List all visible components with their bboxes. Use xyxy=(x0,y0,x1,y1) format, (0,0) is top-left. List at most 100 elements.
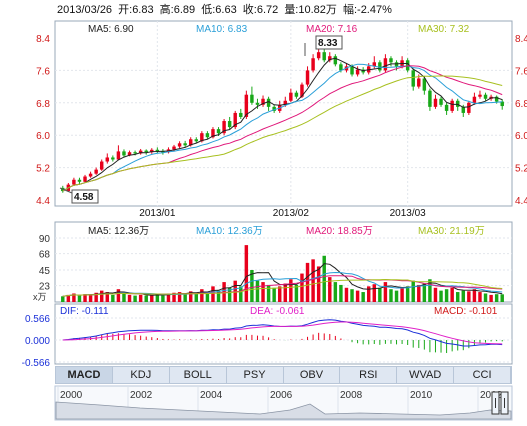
candle-down xyxy=(378,62,382,71)
volume-bar xyxy=(72,293,76,302)
candle-up xyxy=(172,146,176,150)
candle-down xyxy=(461,106,466,113)
candle-down xyxy=(239,112,243,117)
volume-bar xyxy=(400,287,404,302)
candle-down xyxy=(122,151,126,156)
max-callout-text: 8.33 xyxy=(318,38,338,49)
candle-up xyxy=(244,94,249,117)
candle-up xyxy=(283,100,288,105)
candle-down xyxy=(227,121,232,128)
macd-tick: 0.000 xyxy=(25,336,50,347)
candle-down xyxy=(255,102,260,105)
volume-bar xyxy=(444,289,449,302)
overview-year-label: 2006 xyxy=(270,390,293,401)
tab-rsi[interactable]: RSI xyxy=(340,367,398,383)
volume-bar xyxy=(461,290,466,302)
volume-bar xyxy=(244,245,249,302)
legend-ma30: MA30: 7.32 xyxy=(418,24,470,35)
candle-down xyxy=(250,94,254,103)
overview-year-label: 2012 xyxy=(480,390,503,401)
price-axis-left: 8.4 7.6 6.8 6.0 5.2 4.4 xyxy=(36,34,50,207)
candle-up xyxy=(289,92,293,101)
tab-kdj[interactable]: KDJ xyxy=(113,367,170,383)
tab-psy[interactable]: PSY xyxy=(227,367,284,383)
volume-bar xyxy=(355,290,360,302)
dea-line xyxy=(62,321,503,345)
candle-down xyxy=(322,52,326,61)
volume-bar xyxy=(200,289,204,302)
volume-bar xyxy=(383,282,388,302)
candle-up xyxy=(99,161,104,170)
vol-legend-ma20: MA20: 18.85万 xyxy=(306,226,373,237)
macd-legend-dea: DEA: -0.061 xyxy=(250,306,305,317)
overview-range-handles[interactable] xyxy=(491,391,509,415)
volume-bar xyxy=(433,287,438,302)
candle-up xyxy=(300,84,304,97)
candle-up xyxy=(328,56,332,61)
tab-boll[interactable]: BOLL xyxy=(170,367,227,383)
volume-bar xyxy=(144,295,148,302)
candle-down xyxy=(444,104,449,111)
price-tick-right: 6.0 xyxy=(515,131,527,142)
volume-bar xyxy=(77,295,82,302)
vol-legend-ma10: MA10: 12.36万 xyxy=(196,226,263,237)
candle-down xyxy=(422,78,427,91)
candle-up xyxy=(467,102,471,113)
price-panel xyxy=(54,20,513,207)
volume-bar xyxy=(372,284,377,302)
candle-up xyxy=(355,69,360,75)
macd-legend-dif: DIF: -0.111 xyxy=(60,306,109,317)
macd-lines xyxy=(62,319,503,347)
volume-bar xyxy=(61,296,65,302)
overview-year-label: 2010 xyxy=(410,390,433,401)
tab-wvad[interactable]: WVAD xyxy=(397,367,455,383)
volume-bar xyxy=(66,294,71,302)
indicator-tabs: MACD KDJ BOLL PSY OBV RSI WVAD CCI xyxy=(55,366,512,384)
candle-up xyxy=(200,133,204,142)
max-callout-box xyxy=(315,35,343,50)
price-tick-left: 6.0 xyxy=(36,131,50,142)
volume-bar xyxy=(305,262,310,302)
volume-bar xyxy=(478,292,482,302)
candle-up xyxy=(83,176,87,182)
volume-bar xyxy=(211,286,215,302)
volume-bar xyxy=(467,291,471,302)
macd-axis-left: 0.566 0.000 -0.566 xyxy=(22,314,51,369)
volume-bar xyxy=(450,287,454,302)
ma30-line xyxy=(62,75,503,192)
volume-bar xyxy=(483,293,488,302)
volume-bar xyxy=(389,289,393,302)
volume-bar xyxy=(322,255,326,302)
candle-down xyxy=(205,133,210,138)
price-tick-left: 4.4 xyxy=(36,196,50,207)
candle-up xyxy=(233,112,237,128)
candle-down xyxy=(144,150,148,153)
tab-cci[interactable]: CCI xyxy=(454,367,511,383)
candle-up xyxy=(472,96,477,103)
volume-value: 10.82万 xyxy=(298,4,337,16)
volume-bar xyxy=(150,294,154,302)
candle-up xyxy=(450,100,454,111)
price-tick-left: 6.8 xyxy=(36,99,50,110)
volume-bars xyxy=(61,245,504,302)
volume-label: 量: xyxy=(284,3,298,16)
tab-obv[interactable]: OBV xyxy=(284,367,341,383)
max-callout: 8.33 xyxy=(304,35,343,56)
candle-up xyxy=(177,143,182,147)
ma10-line xyxy=(62,63,503,192)
low-value: 6.63 xyxy=(215,4,236,16)
tab-macd[interactable]: MACD xyxy=(56,367,113,383)
volume-bar xyxy=(205,292,210,302)
price-tick-right: 6.8 xyxy=(515,99,527,110)
volume-bar xyxy=(266,284,271,302)
volume-tick: 68 xyxy=(39,250,51,261)
candle-up xyxy=(478,94,482,97)
volume-bar xyxy=(116,289,121,302)
date-axis: 2013/01 2013/02 2013/03 xyxy=(139,208,426,219)
volume-bar xyxy=(138,294,143,302)
candle-down xyxy=(350,66,354,75)
volume-bar xyxy=(294,284,299,302)
volume-bar xyxy=(161,295,165,302)
candle-down xyxy=(194,139,199,142)
overview-year-label: 2008 xyxy=(340,390,363,401)
